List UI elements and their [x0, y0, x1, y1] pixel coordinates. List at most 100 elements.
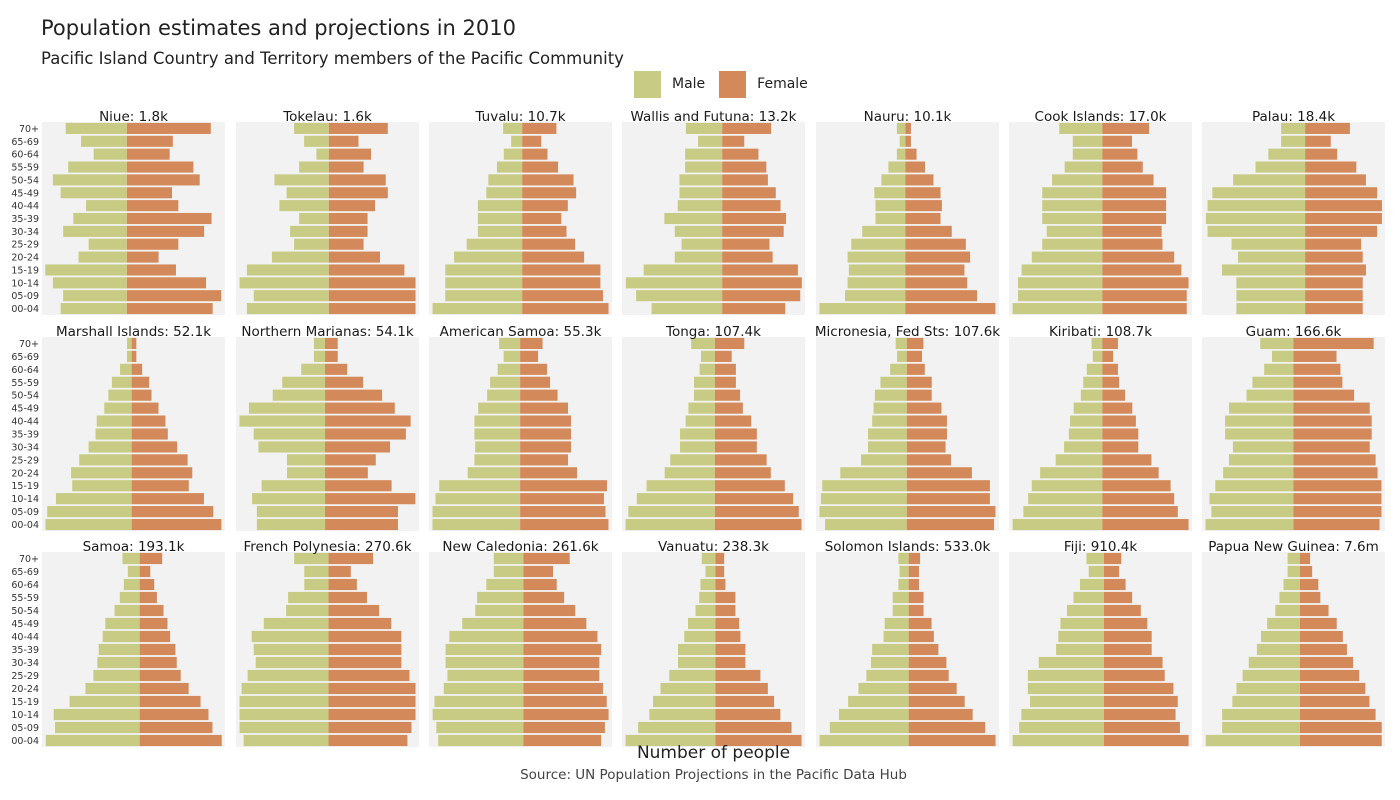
- bar-female: [126, 238, 179, 250]
- bar-male: [246, 264, 329, 276]
- bar-female: [722, 200, 781, 212]
- bar-male: [700, 350, 715, 362]
- y-tick-label: 15-19: [11, 265, 39, 276]
- bar-female: [908, 669, 949, 682]
- y-tick-label: 65-69: [11, 352, 39, 363]
- bar-female: [906, 467, 972, 479]
- bar-female: [1293, 428, 1372, 440]
- bar-male: [649, 708, 716, 721]
- bar-female: [325, 376, 364, 388]
- bar-female: [1102, 264, 1182, 276]
- bar-female: [522, 264, 601, 276]
- bar-male: [653, 695, 716, 708]
- pyramid-panel: New Caledonia: 261.6k: [429, 539, 612, 747]
- bar-male: [685, 415, 715, 427]
- bar-male: [511, 135, 523, 147]
- bar-male: [820, 493, 907, 505]
- bar-male: [1248, 656, 1300, 669]
- y-tick-label: 10-14: [11, 710, 39, 721]
- bar-female: [1299, 617, 1337, 630]
- bar-female: [131, 454, 188, 466]
- bar-male: [286, 454, 326, 466]
- bar-male: [674, 225, 723, 237]
- bar-male: [1228, 454, 1294, 466]
- bar-female: [522, 303, 609, 315]
- bar-male: [52, 277, 127, 289]
- bar-female: [1103, 734, 1189, 747]
- bar-female: [905, 187, 941, 199]
- bar-female: [520, 518, 609, 531]
- y-tick-label: 60-64: [11, 580, 39, 591]
- bar-female: [139, 604, 164, 617]
- bar-male: [69, 695, 140, 708]
- y-tick-label: 25-29: [11, 671, 39, 682]
- bar-male: [487, 389, 521, 401]
- bar-male: [282, 376, 326, 388]
- bar-female: [905, 212, 941, 225]
- bar-female: [1102, 303, 1187, 315]
- bar-male: [97, 656, 140, 669]
- y-tick-label: 55-59: [11, 378, 39, 389]
- bar-male: [78, 251, 127, 263]
- bar-female: [522, 277, 601, 289]
- panel-title: Solomon Islands: 533.0k: [825, 539, 991, 555]
- bar-female: [131, 493, 204, 505]
- bar-male: [829, 721, 909, 734]
- bar-male: [898, 552, 909, 565]
- bar-male: [1207, 200, 1306, 212]
- bar-male: [256, 518, 326, 531]
- panel-title: Papua New Guinea: 7.6m: [1208, 539, 1379, 555]
- bar-female: [1102, 428, 1139, 440]
- bar-female: [522, 161, 559, 173]
- bar-female: [1299, 656, 1354, 669]
- bar-female: [1102, 187, 1167, 199]
- bar-male: [475, 441, 521, 453]
- bar-male: [1064, 161, 1103, 173]
- bar-male: [896, 122, 906, 134]
- bar-female: [714, 480, 785, 492]
- bar-female: [523, 565, 554, 578]
- bar-male: [867, 441, 907, 453]
- bar-male: [847, 251, 906, 263]
- bar-male: [63, 225, 127, 237]
- bar-female: [131, 363, 143, 375]
- bar-female: [908, 578, 919, 591]
- bar-female: [139, 734, 222, 747]
- bar-female: [1305, 251, 1363, 263]
- y-tick-label: 05-09: [11, 723, 39, 734]
- y-tick-label: 50-54: [11, 606, 39, 617]
- bar-female: [908, 604, 924, 617]
- bar-female: [908, 734, 996, 747]
- bar-female: [906, 441, 946, 453]
- bar-male: [1083, 376, 1103, 388]
- bar-male: [819, 734, 909, 747]
- bar-female: [1103, 565, 1120, 578]
- bar-male: [625, 734, 716, 747]
- bar-female: [520, 363, 548, 375]
- bar-female: [520, 350, 539, 362]
- bar-male: [1042, 212, 1103, 225]
- pyramid-panel: Fiji: 910.4k: [1009, 539, 1192, 747]
- bar-female: [328, 734, 408, 747]
- bar-female: [522, 290, 604, 302]
- bar-female: [715, 721, 792, 734]
- bar-female: [1102, 212, 1167, 225]
- bar-male: [1012, 303, 1103, 315]
- bar-male: [261, 480, 326, 492]
- bar-male: [85, 682, 140, 695]
- bar-female: [908, 695, 965, 708]
- bar-male: [870, 656, 909, 669]
- bar-female: [714, 376, 736, 388]
- bar-female: [1299, 721, 1382, 734]
- bar-female: [139, 669, 181, 682]
- bar-female: [1305, 277, 1363, 289]
- bar-male: [1031, 251, 1103, 263]
- bar-male: [493, 565, 524, 578]
- bar-female: [905, 200, 942, 212]
- y-tick-label: 30-34: [11, 442, 39, 453]
- panel-title: New Caledonia: 261.6k: [442, 539, 598, 555]
- bar-female: [1102, 506, 1178, 518]
- pyramid-panel: American Samoa: 55.3k: [429, 324, 612, 531]
- bar-male: [848, 264, 906, 276]
- bar-male: [72, 480, 132, 492]
